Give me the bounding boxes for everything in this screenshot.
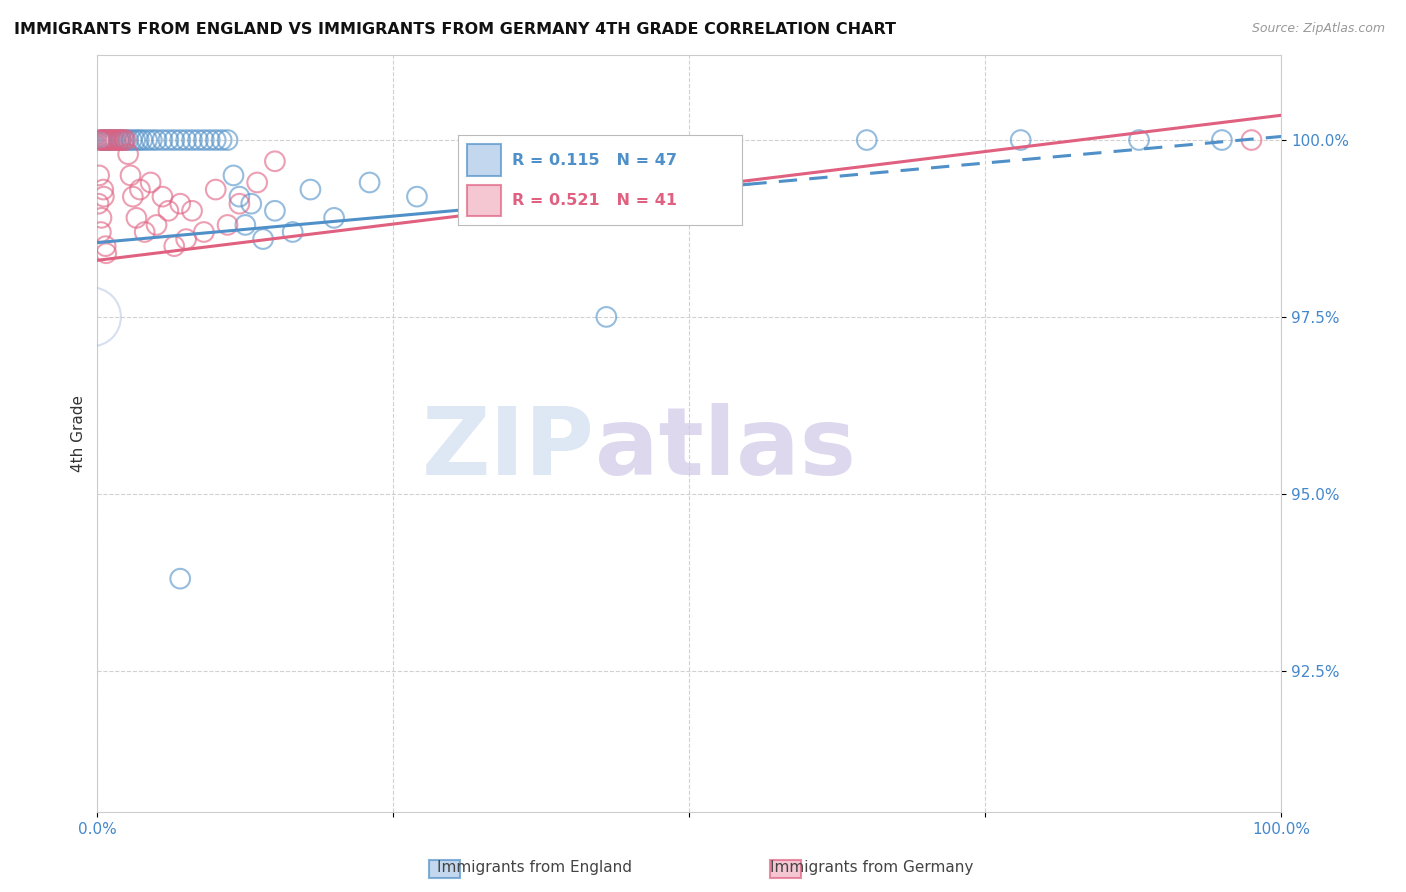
- Point: [100, 133, 122, 147]
- Point: [93, 189, 115, 203]
- Point: [101, 133, 124, 147]
- Point: [100, 133, 122, 147]
- Point: [855, 133, 877, 147]
- Point: [96, 246, 118, 260]
- Point: [131, 133, 153, 147]
- Point: [157, 133, 180, 147]
- Point: [125, 211, 148, 225]
- Point: [252, 232, 274, 246]
- Point: [121, 133, 143, 147]
- Point: [107, 133, 129, 147]
- Point: [193, 225, 215, 239]
- Point: [105, 133, 128, 147]
- Text: Immigrants from Germany: Immigrants from Germany: [770, 860, 973, 874]
- Point: [264, 203, 287, 218]
- Point: [114, 133, 136, 147]
- Point: [110, 133, 132, 147]
- Point: [163, 239, 186, 253]
- Point: [181, 203, 204, 218]
- Point: [323, 211, 346, 225]
- Point: [233, 218, 256, 232]
- Point: [124, 133, 146, 147]
- Point: [1240, 133, 1263, 147]
- Point: [152, 189, 174, 203]
- Point: [139, 176, 162, 190]
- Point: [103, 133, 125, 147]
- Point: [169, 196, 191, 211]
- Point: [174, 133, 197, 147]
- Point: [90, 225, 112, 239]
- Point: [595, 310, 617, 324]
- Point: [281, 225, 304, 239]
- Point: [181, 133, 204, 147]
- Point: [187, 133, 209, 147]
- Point: [174, 232, 197, 246]
- Point: [91, 183, 114, 197]
- Text: ZIP: ZIP: [422, 403, 595, 495]
- Point: [157, 203, 180, 218]
- Point: [128, 133, 150, 147]
- Text: IMMIGRANTS FROM ENGLAND VS IMMIGRANTS FROM GERMANY 4TH GRADE CORRELATION CHART: IMMIGRANTS FROM ENGLAND VS IMMIGRANTS FR…: [14, 22, 896, 37]
- Point: [246, 176, 269, 190]
- Point: [110, 133, 132, 147]
- Point: [93, 133, 115, 147]
- Point: [94, 133, 117, 147]
- Point: [145, 218, 167, 232]
- Y-axis label: 4th Grade: 4th Grade: [72, 395, 86, 472]
- Point: [228, 189, 250, 203]
- Text: Source: ZipAtlas.com: Source: ZipAtlas.com: [1251, 22, 1385, 36]
- Point: [98, 133, 121, 147]
- Point: [129, 183, 152, 197]
- Point: [193, 133, 215, 147]
- Point: [104, 133, 127, 147]
- Point: [198, 133, 221, 147]
- Point: [228, 196, 250, 211]
- Point: [204, 133, 226, 147]
- Point: [117, 147, 139, 161]
- Point: [1211, 133, 1233, 147]
- Point: [169, 133, 191, 147]
- Point: [211, 133, 233, 147]
- Point: [90, 211, 112, 225]
- Point: [217, 133, 239, 147]
- Point: [134, 225, 156, 239]
- Point: [406, 189, 429, 203]
- Text: Immigrants from England: Immigrants from England: [437, 860, 631, 874]
- Point: [94, 239, 117, 253]
- Point: [87, 196, 110, 211]
- Point: [217, 218, 239, 232]
- Point: [97, 133, 120, 147]
- Point: [96, 133, 118, 147]
- Text: atlas: atlas: [595, 403, 855, 495]
- Point: [89, 133, 111, 147]
- Point: [120, 169, 142, 183]
- Point: [240, 196, 263, 211]
- Point: [145, 133, 167, 147]
- Point: [136, 133, 159, 147]
- Point: [91, 133, 114, 147]
- Point: [89, 169, 111, 183]
- Point: [163, 133, 186, 147]
- Point: [107, 133, 129, 147]
- Point: [169, 572, 191, 586]
- Point: [90, 133, 112, 147]
- Point: [121, 189, 143, 203]
- Point: [117, 133, 139, 147]
- Point: [112, 133, 135, 147]
- Point: [141, 133, 163, 147]
- Point: [91, 133, 114, 147]
- Point: [114, 133, 136, 147]
- Point: [359, 176, 381, 190]
- Point: [1128, 133, 1150, 147]
- Point: [264, 154, 287, 169]
- Point: [299, 183, 322, 197]
- Point: [80, 310, 103, 324]
- Point: [1010, 133, 1032, 147]
- Point: [204, 183, 226, 197]
- Point: [222, 169, 245, 183]
- Point: [152, 133, 174, 147]
